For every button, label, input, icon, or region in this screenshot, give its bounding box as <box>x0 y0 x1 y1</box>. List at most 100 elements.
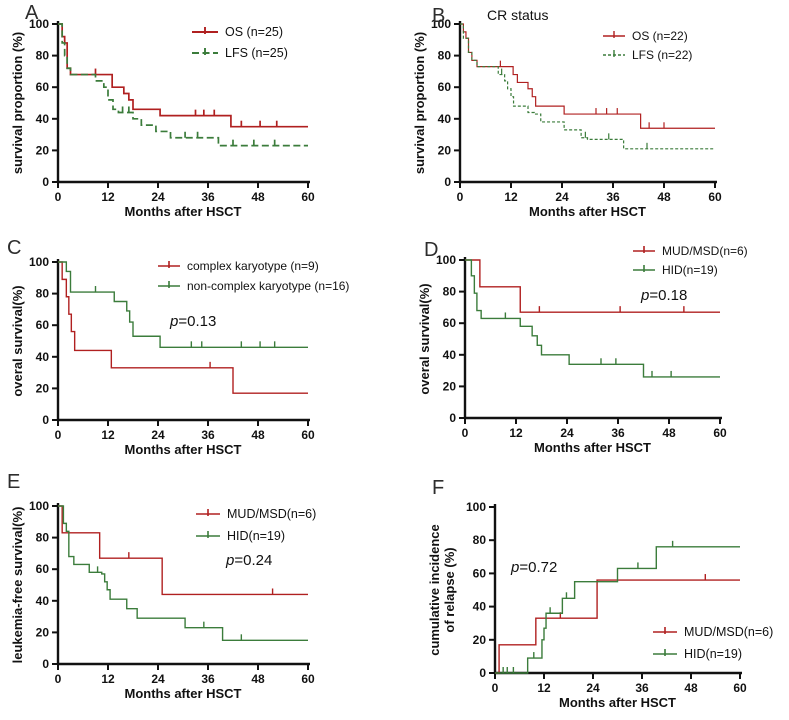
svg-text:non-complex karyotype (n=16): non-complex karyotype (n=16) <box>187 279 349 293</box>
svg-text:Months after HSCT: Months after HSCT <box>125 442 242 457</box>
svg-text:0: 0 <box>449 411 456 425</box>
svg-text:MUD/MSD(n=6): MUD/MSD(n=6) <box>662 244 748 258</box>
svg-text:HID(n=19): HID(n=19) <box>662 263 718 277</box>
svg-text:80: 80 <box>36 287 50 301</box>
svg-text:36: 36 <box>606 190 620 204</box>
svg-text:60: 60 <box>36 80 50 94</box>
svg-text:0: 0 <box>479 666 486 680</box>
svg-text:40: 40 <box>443 348 457 362</box>
svg-text:survival proportion (%): survival proportion (%) <box>10 32 25 174</box>
svg-text:overal survival(%): overal survival(%) <box>10 285 25 396</box>
svg-text:24: 24 <box>560 426 574 440</box>
km-plot-d: 0 20 40 60 80 100 0 12 24 36 48 60 Months after HSCT… <box>417 244 748 455</box>
svg-text:20: 20 <box>36 143 50 157</box>
svg-text:24: 24 <box>151 190 165 204</box>
svg-text:36: 36 <box>611 426 625 440</box>
svg-text:complex karyotype (n=9): complex karyotype (n=9) <box>187 259 319 273</box>
svg-text:60: 60 <box>443 316 457 330</box>
svg-text:60: 60 <box>708 190 722 204</box>
svg-text:20: 20 <box>36 625 50 639</box>
svg-text:0: 0 <box>462 426 469 440</box>
svg-text:survival proportion (%): survival proportion (%) <box>412 32 427 174</box>
svg-text:overal survival(%): overal survival(%) <box>417 283 432 394</box>
panel-d: D 0 20 40 60 80 100 0 12 24 36 48 60 Months after HS… <box>395 230 789 470</box>
svg-text:100: 100 <box>436 253 456 267</box>
panel-letter-a: A <box>25 2 39 24</box>
svg-text:Months after HSCT: Months after HSCT <box>125 686 242 701</box>
km-plot-a: 0 20 40 60 80 100 0 12 24 36 48 60 Months after HSCT… <box>10 17 315 219</box>
panel-letter-f: F <box>432 477 445 499</box>
svg-text:60: 60 <box>301 428 315 442</box>
svg-text:0: 0 <box>42 657 49 671</box>
svg-text:20: 20 <box>443 379 457 393</box>
svg-text:40: 40 <box>36 594 50 608</box>
svg-text:Months after HSCT: Months after HSCT <box>534 440 651 455</box>
svg-text:cumulative incidence: cumulative incidence <box>427 524 442 656</box>
svg-text:24: 24 <box>555 190 569 204</box>
svg-text:24: 24 <box>151 672 165 686</box>
svg-text:36: 36 <box>201 428 215 442</box>
panel-letter-c: C <box>7 237 22 259</box>
svg-text:LFS (n=25): LFS (n=25) <box>225 46 288 60</box>
svg-text:40: 40 <box>473 600 487 614</box>
svg-text:12: 12 <box>509 426 523 440</box>
svg-text:48: 48 <box>251 190 265 204</box>
svg-text:12: 12 <box>101 672 115 686</box>
svg-text:48: 48 <box>684 681 698 695</box>
svg-text:0: 0 <box>55 672 62 686</box>
svg-text:MUD/MSD(n=6): MUD/MSD(n=6) <box>684 625 773 639</box>
svg-text:p=0.18: p=0.18 <box>640 287 687 304</box>
panel-letter-d: D <box>424 239 439 261</box>
km-plot-f: 0 20 40 60 80 100 0 12 24 36 48 60 Months after HSCT… <box>427 500 773 710</box>
svg-text:48: 48 <box>657 190 671 204</box>
svg-text:40: 40 <box>36 112 50 126</box>
svg-text:60: 60 <box>438 80 452 94</box>
svg-text:0: 0 <box>42 413 49 427</box>
svg-text:24: 24 <box>586 681 600 695</box>
svg-text:100: 100 <box>466 500 486 514</box>
svg-text:60: 60 <box>36 318 50 332</box>
svg-text:36: 36 <box>635 681 649 695</box>
km-plot-e: 0 20 40 60 80 100 0 12 24 36 48 60 Months after HSCT… <box>10 499 316 701</box>
svg-text:0: 0 <box>457 190 464 204</box>
svg-text:HID(n=19): HID(n=19) <box>227 529 285 543</box>
svg-text:20: 20 <box>36 381 50 395</box>
svg-text:36: 36 <box>201 672 215 686</box>
svg-text:24: 24 <box>151 428 165 442</box>
svg-text:100: 100 <box>29 17 49 31</box>
panel-c: C 0 20 40 60 80 100 0 12 24 36 48 60 Months after HS… <box>0 230 395 470</box>
panel-e: E 0 20 40 60 80 100 0 12 24 36 48 60 Months after HS… <box>0 470 395 720</box>
svg-text:12: 12 <box>537 681 551 695</box>
svg-text:Months after HSCT: Months after HSCT <box>125 204 242 219</box>
svg-text:80: 80 <box>438 49 452 63</box>
svg-text:48: 48 <box>251 428 265 442</box>
svg-text:40: 40 <box>438 112 452 126</box>
panel-letter-e: E <box>7 471 21 493</box>
km-plot-b: 0 20 40 60 80 100 0 12 24 36 48 60 Months after HSCT… <box>412 7 722 219</box>
svg-text:12: 12 <box>504 190 518 204</box>
svg-text:100: 100 <box>29 255 49 269</box>
svg-text:p=0.72: p=0.72 <box>510 559 557 576</box>
svg-text:60: 60 <box>301 672 315 686</box>
svg-text:60: 60 <box>36 562 50 576</box>
svg-text:100: 100 <box>431 17 451 31</box>
svg-text:MUD/MSD(n=6): MUD/MSD(n=6) <box>227 507 316 521</box>
svg-text:OS (n=25): OS (n=25) <box>225 25 283 39</box>
svg-text:OS (n=22): OS (n=22) <box>632 29 688 43</box>
svg-text:80: 80 <box>36 49 50 63</box>
svg-text:48: 48 <box>662 426 676 440</box>
svg-text:40: 40 <box>36 350 50 364</box>
panel-a: A 0 20 40 60 80 100 0 12 24 36 48 60 Months after HS… <box>0 0 395 230</box>
svg-text:36: 36 <box>201 190 215 204</box>
svg-text:0: 0 <box>492 681 499 695</box>
svg-text:Months after HSCT: Months after HSCT <box>559 695 676 710</box>
svg-text:60: 60 <box>733 681 747 695</box>
svg-text:CR status: CR status <box>487 7 548 23</box>
svg-text:60: 60 <box>713 426 727 440</box>
svg-text:of relapse (%): of relapse (%) <box>442 547 457 632</box>
svg-text:Months after HSCT: Months after HSCT <box>529 204 646 219</box>
svg-text:LFS (n=22): LFS (n=22) <box>632 48 692 62</box>
panel-b: B 0 20 40 60 80 100 0 12 24 36 48 60 Months after HS… <box>395 0 789 230</box>
svg-text:80: 80 <box>36 531 50 545</box>
